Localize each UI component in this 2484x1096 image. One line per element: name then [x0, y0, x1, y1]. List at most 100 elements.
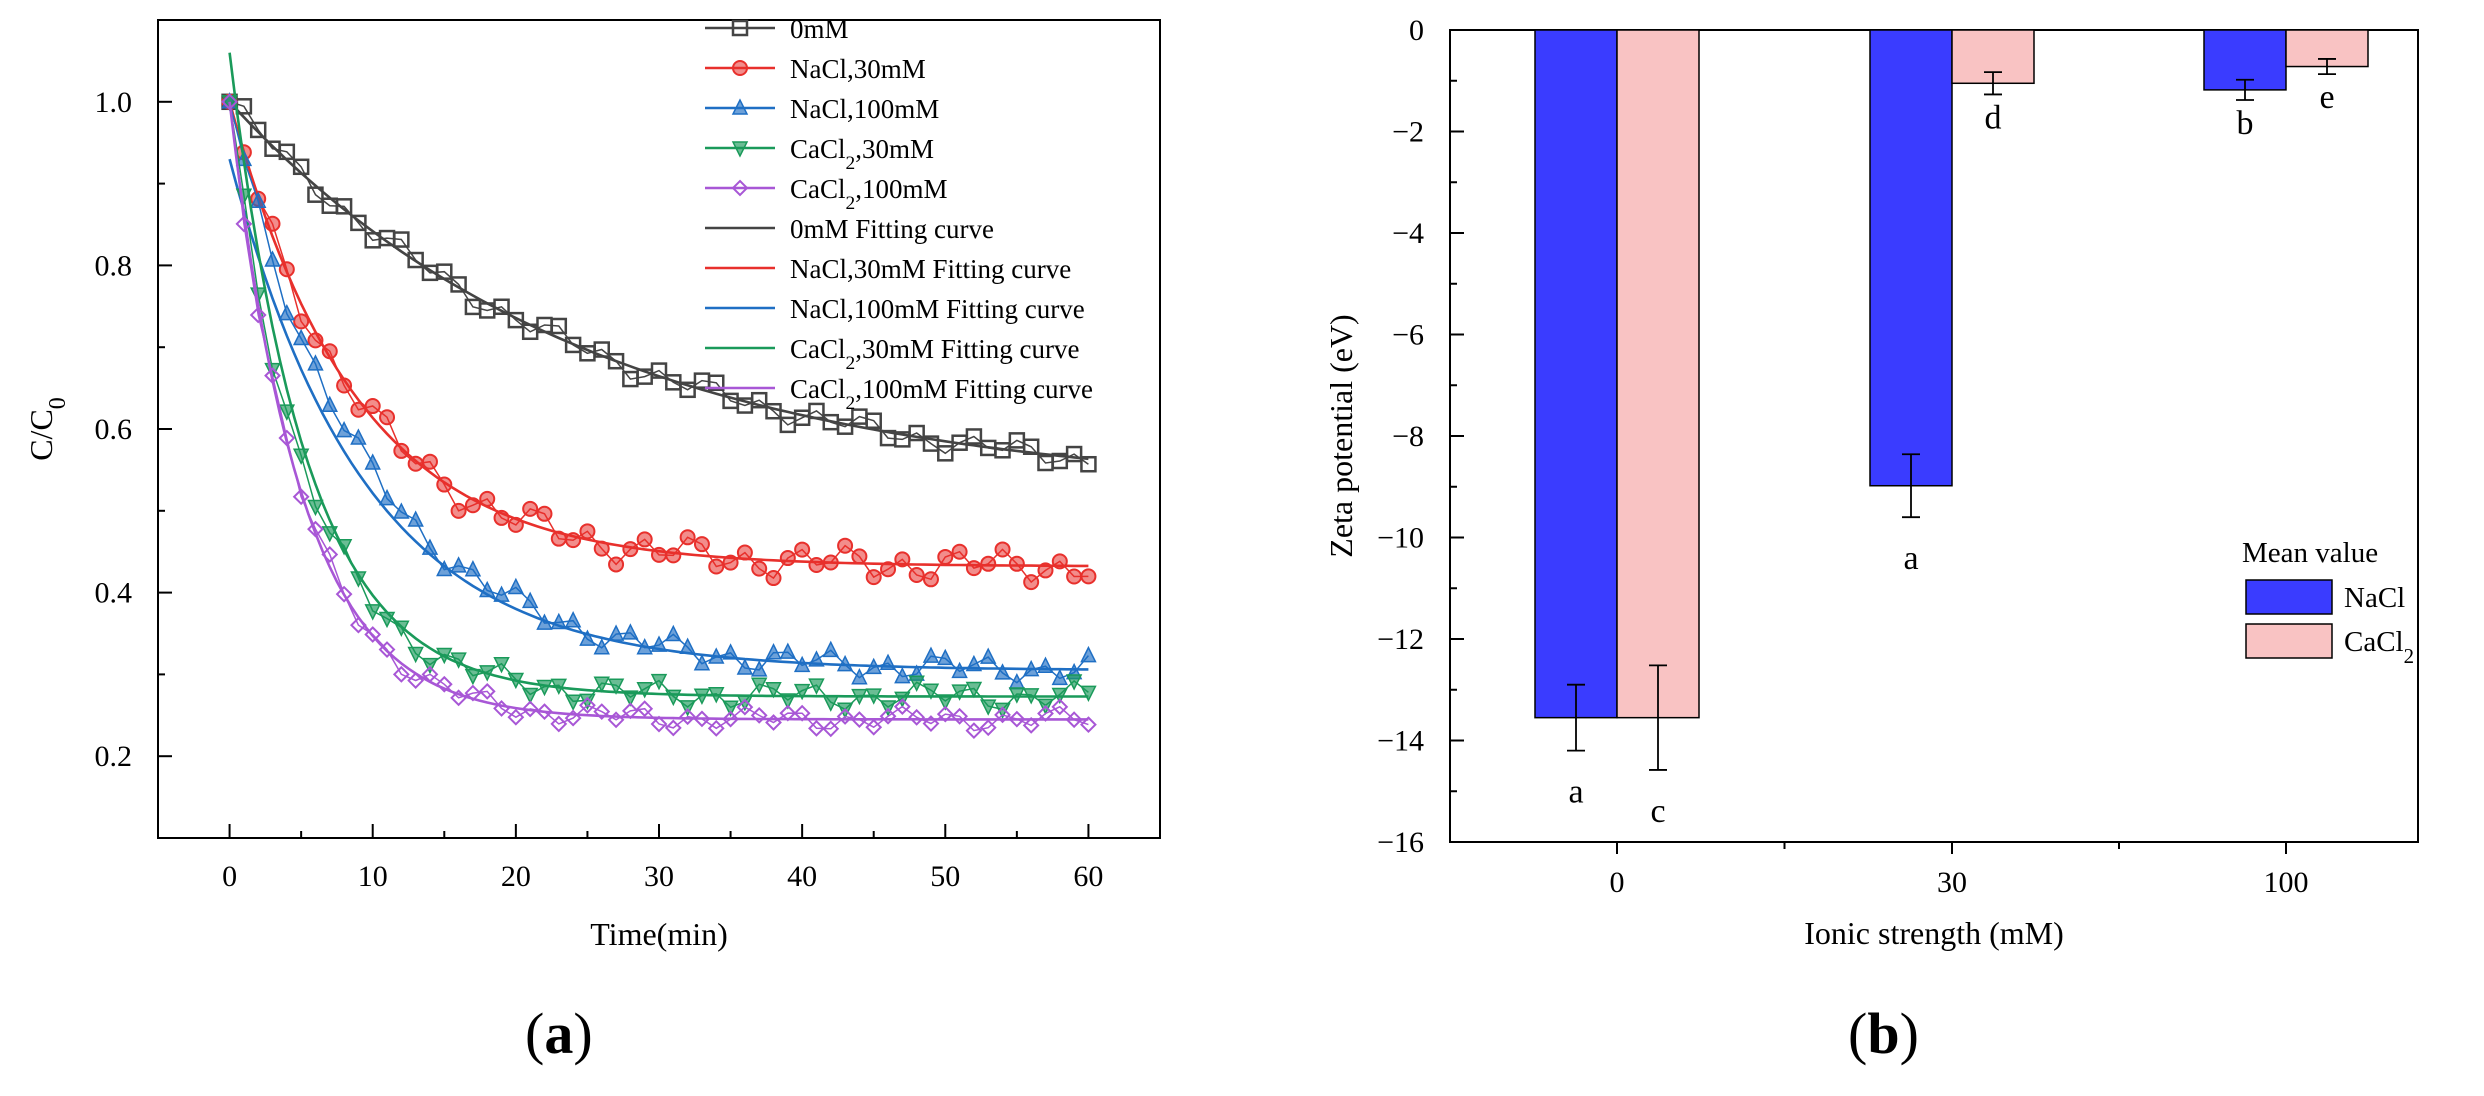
- significance-letter: a: [1568, 774, 1583, 811]
- data-point: [922, 435, 940, 452]
- data-point: [865, 657, 882, 675]
- x-tick-label: 30: [1937, 866, 1967, 899]
- legend-label: CaCl2,100mM Fitting curve: [790, 374, 1093, 414]
- data-point: [292, 488, 310, 506]
- data-point: [1051, 668, 1069, 686]
- data-point: [321, 526, 338, 543]
- panel-label-b: (b): [1848, 1001, 1919, 1066]
- data-point: [1080, 645, 1097, 663]
- data-point: [951, 661, 968, 679]
- data-point: [636, 638, 653, 655]
- data-point: [693, 710, 711, 728]
- data-point: [350, 428, 367, 445]
- data-point: [221, 93, 238, 111]
- data-point: [1008, 672, 1026, 690]
- y-tick-label: 0.2: [95, 740, 133, 773]
- x-tick-label: 30: [644, 860, 674, 893]
- data-point: [307, 332, 324, 349]
- data-point: [1066, 568, 1083, 585]
- data-point: [980, 699, 997, 716]
- data-point: [994, 442, 1011, 459]
- data-point: [1080, 568, 1097, 585]
- series-0: [221, 93, 1097, 473]
- data-point: [607, 624, 625, 641]
- data-point: [479, 665, 496, 682]
- data-point: [464, 560, 482, 577]
- y-tick-label: 0.6: [95, 413, 133, 446]
- data-point: [264, 250, 281, 267]
- data-point: [965, 428, 983, 445]
- data-point: [636, 531, 653, 548]
- data-point: [364, 604, 381, 621]
- data-point: [693, 536, 710, 553]
- legend-a: 0mMNaCl,30mMNaCl,100mMCaCl2,30mMCaCl2,10…: [705, 14, 1093, 414]
- data-point: [292, 158, 310, 176]
- data-point: [564, 336, 582, 354]
- data-point: [264, 215, 281, 232]
- data-point: [493, 699, 510, 717]
- series-1: [221, 93, 1097, 591]
- data-point: [879, 653, 897, 670]
- data-point: [793, 704, 811, 722]
- data-point: [421, 665, 439, 683]
- data-point: [278, 261, 295, 278]
- significance-letter: c: [1650, 793, 1665, 830]
- data-point: [607, 711, 625, 729]
- data-point: [550, 612, 568, 630]
- data-point: [851, 548, 868, 565]
- data-point: [793, 655, 811, 673]
- data-point: [1080, 685, 1097, 702]
- data-point: [335, 539, 353, 556]
- data-point: [1022, 659, 1040, 677]
- x-tick-label: 50: [930, 860, 960, 893]
- data-point: [278, 303, 296, 321]
- data-point: [665, 689, 682, 707]
- data-point: [593, 341, 610, 358]
- y-tick-label: 0.8: [95, 249, 133, 282]
- data-point: [536, 679, 553, 697]
- y-tick-label: −4: [1392, 217, 1424, 250]
- data-point: [837, 537, 854, 554]
- data-point: [908, 708, 926, 726]
- data-point: [364, 398, 381, 415]
- data-point: [550, 317, 568, 335]
- chart-b-plot: a a b c d e 0 −2 −4 −6 −8 −10 −12 −14 −16 0 30 100 Ionic s…: [1323, 14, 2419, 951]
- data-point: [879, 707, 897, 725]
- series-4: [221, 93, 1097, 740]
- data-point: [507, 577, 525, 595]
- data-point: [393, 502, 410, 519]
- data-point: [507, 708, 525, 726]
- data-point: [894, 666, 911, 684]
- data-point: [450, 652, 467, 669]
- data-point: [564, 611, 582, 628]
- data-point: [464, 668, 482, 686]
- data-point: [765, 643, 782, 660]
- data-point: [922, 571, 939, 588]
- data-point: [493, 509, 510, 526]
- series-3: [221, 52, 1097, 720]
- data-point: [235, 215, 253, 233]
- data-point: [951, 707, 969, 725]
- data-point: [622, 623, 639, 640]
- y-tick-label: −12: [1377, 623, 1424, 656]
- data-point: [922, 715, 940, 732]
- data-point: [264, 367, 281, 385]
- legend-label: NaCl,100mM: [790, 94, 939, 124]
- data-point: [407, 455, 424, 472]
- data-point: [407, 672, 425, 689]
- data-point: [679, 708, 697, 726]
- data-point: [421, 538, 439, 555]
- data-point: [1080, 455, 1097, 473]
- data-point: [994, 663, 1011, 680]
- data-point: [307, 520, 324, 538]
- data-point: [608, 556, 625, 573]
- data-point: [636, 682, 653, 699]
- data-point: [564, 694, 582, 711]
- data-point: [650, 715, 668, 733]
- data-point: [393, 620, 410, 637]
- data-point: [951, 684, 968, 701]
- data-point: [507, 516, 524, 533]
- significance-letter: b: [2237, 105, 2254, 142]
- data-point: [1051, 698, 1069, 716]
